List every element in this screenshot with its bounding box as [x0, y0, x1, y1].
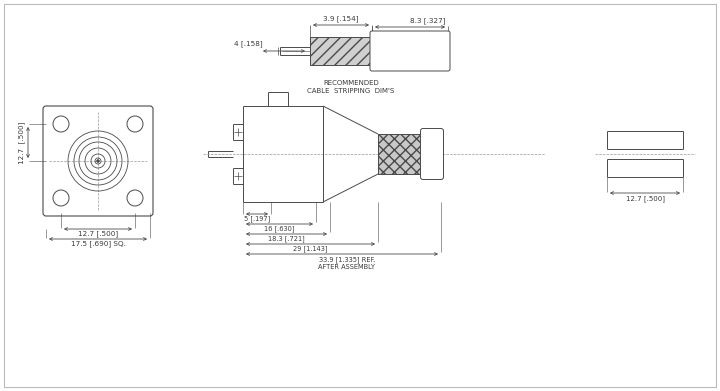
- Circle shape: [127, 116, 143, 132]
- Text: 8.3 [.327]: 8.3 [.327]: [410, 18, 446, 24]
- Bar: [310, 37, 372, 65]
- Circle shape: [53, 116, 69, 132]
- FancyBboxPatch shape: [43, 106, 153, 216]
- Text: 16 [.630]: 16 [.630]: [264, 226, 294, 232]
- Text: 12.7 [.500]: 12.7 [.500]: [626, 196, 665, 203]
- Text: 4 [.158]: 4 [.158]: [234, 41, 262, 47]
- FancyBboxPatch shape: [370, 31, 450, 71]
- Text: 5 [.197]: 5 [.197]: [244, 215, 270, 222]
- FancyBboxPatch shape: [420, 129, 444, 179]
- Text: 33.9 [1.335] REF.: 33.9 [1.335] REF.: [319, 256, 375, 264]
- Text: RECOMMENDED: RECOMMENDED: [323, 80, 379, 86]
- Text: 18.3 [.721]: 18.3 [.721]: [268, 236, 305, 242]
- Text: CABLE  STRIPPING  DIM'S: CABLE STRIPPING DIM'S: [307, 88, 395, 94]
- Text: 29 [1.143]: 29 [1.143]: [293, 246, 328, 252]
- Circle shape: [96, 160, 99, 162]
- Text: 12.7  [.500]: 12.7 [.500]: [18, 121, 25, 164]
- Bar: [378, 134, 423, 174]
- Text: 3.9 [.154]: 3.9 [.154]: [323, 16, 359, 22]
- Circle shape: [127, 190, 143, 206]
- Circle shape: [53, 190, 69, 206]
- Text: 12.7 [.500]: 12.7 [.500]: [78, 231, 118, 237]
- Text: 17.5 [.690] SQ.: 17.5 [.690] SQ.: [71, 240, 125, 248]
- Text: AFTER ASSEMBLY: AFTER ASSEMBLY: [318, 264, 376, 270]
